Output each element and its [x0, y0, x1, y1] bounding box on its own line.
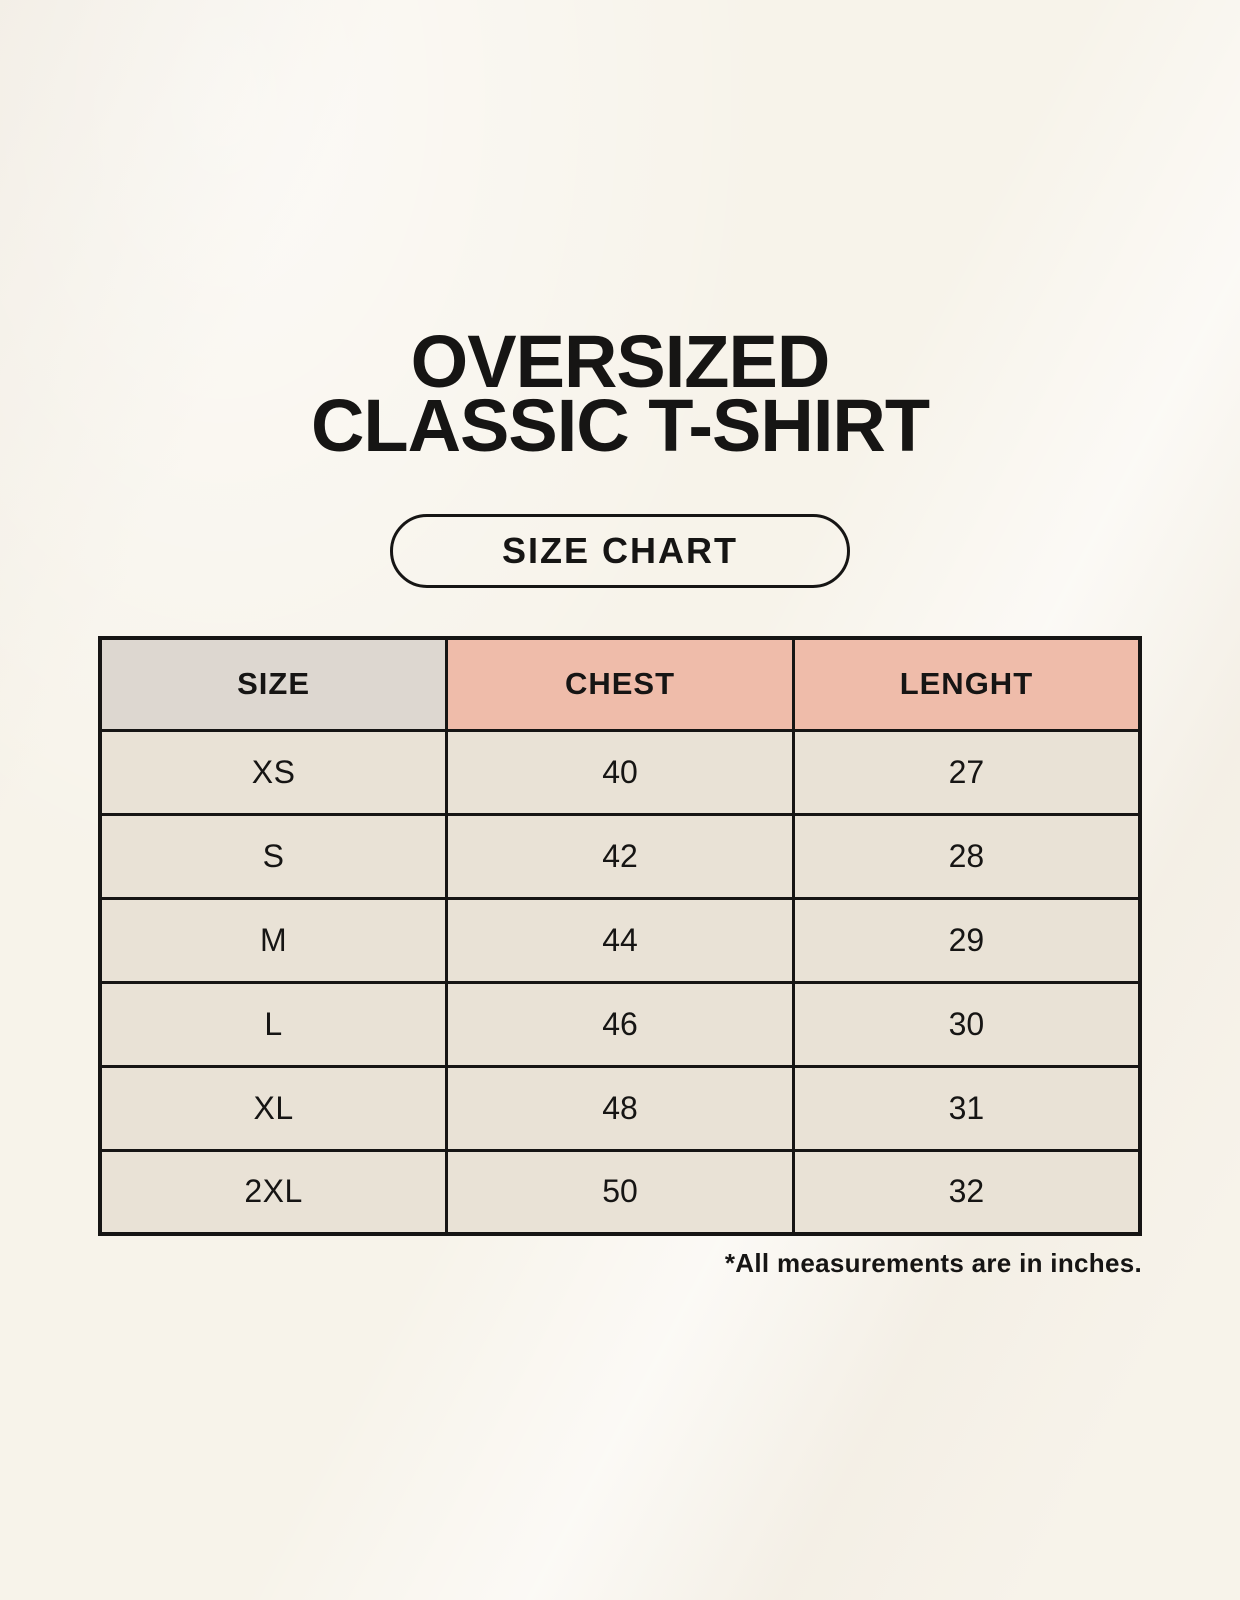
- size-chart-button-label: SIZE CHART: [502, 530, 738, 571]
- column-header-chest: CHEST: [445, 636, 795, 732]
- length-value-cell: 29: [791, 896, 1142, 984]
- page-title: OVERSIZED CLASSIC T-SHIRT: [98, 320, 1142, 467]
- size-label-cell: M: [98, 896, 449, 984]
- length-value-cell: 27: [791, 728, 1142, 816]
- size-label-cell: XL: [98, 1064, 449, 1152]
- page-title-line1: OVERSIZED: [410, 320, 831, 403]
- column-header-size: SIZE: [98, 636, 449, 732]
- length-value-cell: 28: [791, 812, 1142, 900]
- size-label-cell: L: [98, 980, 449, 1068]
- table-row: S 42 28: [98, 812, 1142, 900]
- chest-value-cell: 44: [445, 896, 795, 984]
- size-label-cell: 2XL: [98, 1148, 449, 1236]
- chest-value-cell: 46: [445, 980, 795, 1068]
- table-header-row: SIZE CHEST LENGHT: [98, 636, 1142, 732]
- chest-value-cell: 50: [445, 1148, 795, 1236]
- table-row: XL 48 31: [98, 1064, 1142, 1152]
- table-row: M 44 29: [98, 896, 1142, 984]
- table-row: XS 40 27: [98, 728, 1142, 816]
- size-label-cell: XS: [98, 728, 449, 816]
- page-title-line2: CLASSIC T-SHIRT: [310, 384, 930, 467]
- chest-value-cell: 42: [445, 812, 795, 900]
- size-chart-table: SIZE CHEST LENGHT XS 40 27 S 42 28 M: [98, 636, 1142, 1236]
- content-column: OVERSIZED CLASSIC T-SHIRT SIZE CHART SIZ…: [98, 0, 1142, 1279]
- size-label-cell: S: [98, 812, 449, 900]
- length-value-cell: 32: [791, 1148, 1142, 1236]
- chest-value-cell: 48: [445, 1064, 795, 1152]
- length-value-cell: 30: [791, 980, 1142, 1068]
- size-chart-button[interactable]: SIZE CHART: [390, 514, 850, 588]
- table-row: 2XL 50 32: [98, 1148, 1142, 1236]
- length-value-cell: 31: [791, 1064, 1142, 1152]
- chest-value-cell: 40: [445, 728, 795, 816]
- measurements-footnote: *All measurements are in inches.: [724, 1248, 1142, 1278]
- column-header-length: LENGHT: [791, 636, 1142, 732]
- table-row: L 46 30: [98, 980, 1142, 1068]
